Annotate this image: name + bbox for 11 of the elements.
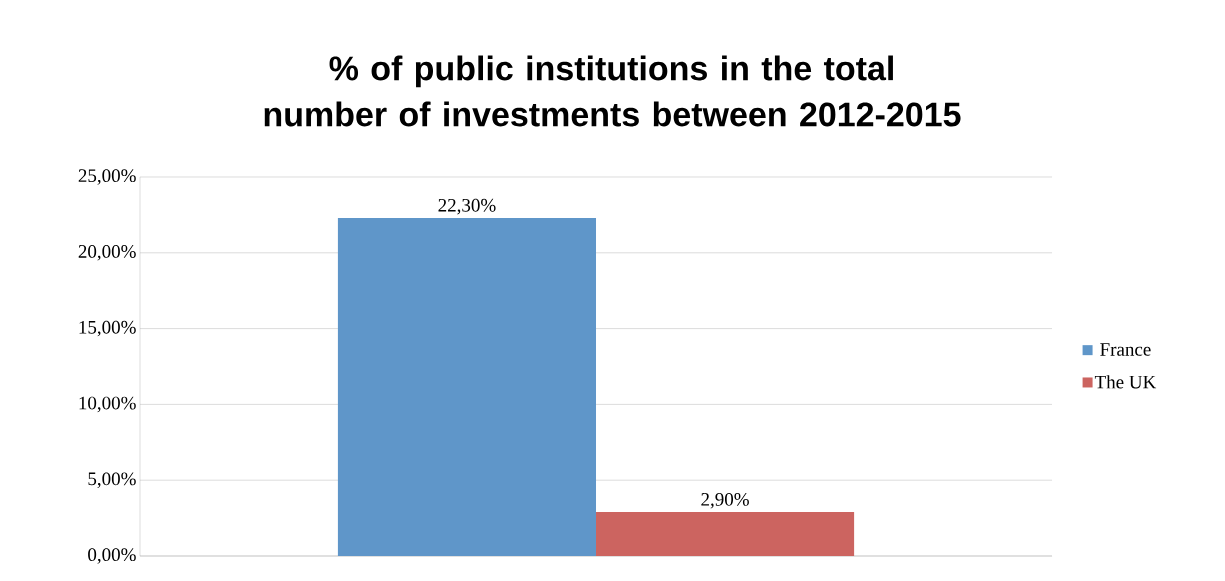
legend-label: France <box>1100 343 1151 356</box>
y-tick-label: 25,00% <box>78 169 136 185</box>
data-label: 22,30% <box>438 198 496 215</box>
legend-label: The UK <box>1094 375 1157 389</box>
y-tick-label: 5,00% <box>88 472 136 488</box>
y-tick-label: 20,00% <box>78 245 136 261</box>
y-tick-label: 0,00% <box>88 548 136 564</box>
data-label: 2,90% <box>701 492 749 509</box>
y-tick-label: 10,00% <box>79 396 136 413</box>
y-tick-label: 15,00% <box>79 320 136 337</box>
chart-title: % of public institutions in the total number of investments between 2012-2015 <box>264 55 961 127</box>
